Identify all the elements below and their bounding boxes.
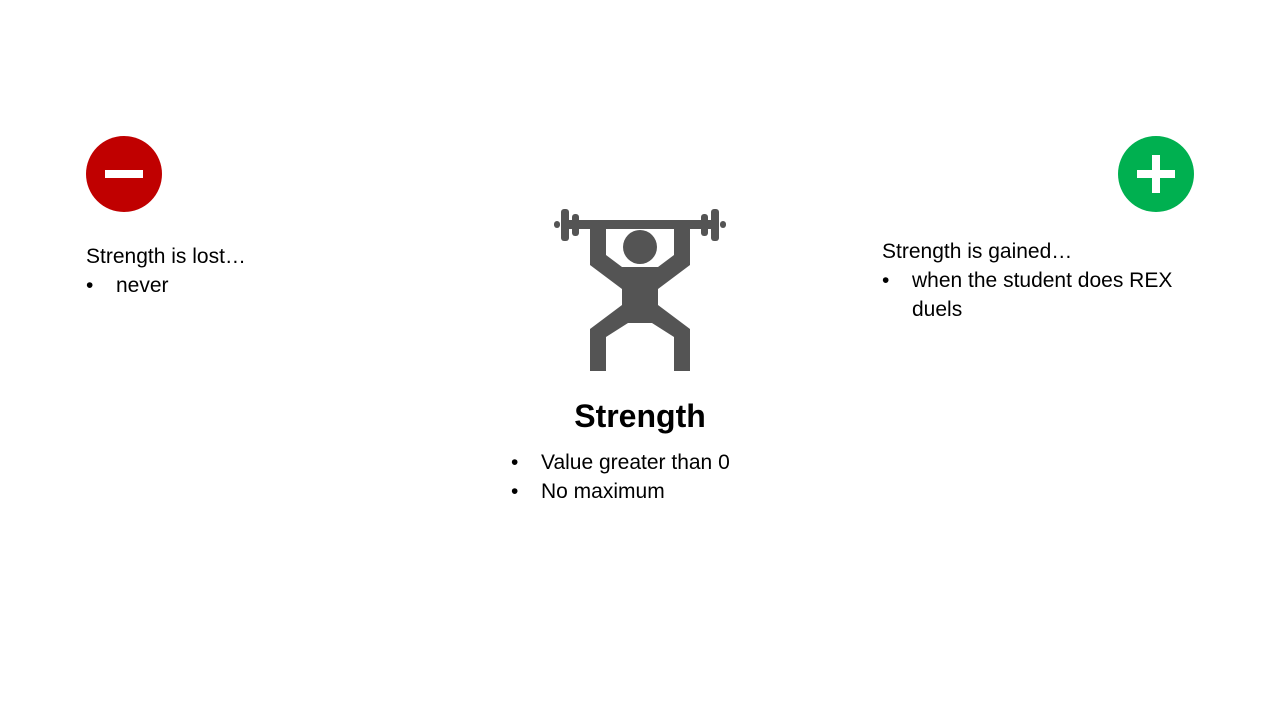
strength-lost-list: never xyxy=(86,271,386,300)
plus-circle-icon xyxy=(1118,136,1194,212)
strength-gained-section: Strength is gained… when the student doe… xyxy=(882,237,1202,324)
stat-details-list: Value greater than 0 No maximum xyxy=(511,448,730,506)
strength-gained-list: when the student does REX duels xyxy=(882,266,1202,324)
weightlifter-icon xyxy=(552,205,728,371)
strength-lost-section: Strength is lost… never xyxy=(86,242,386,300)
stat-title: Strength xyxy=(574,398,706,434)
strength-lost-heading: Strength is lost… xyxy=(86,245,246,268)
minus-circle-icon xyxy=(86,136,162,212)
list-item: when the student does REX duels xyxy=(882,266,1202,324)
list-item: never xyxy=(86,271,386,300)
list-item: Value greater than 0 xyxy=(511,448,730,477)
list-item: No maximum xyxy=(511,477,730,506)
strength-gained-heading: Strength is gained… xyxy=(882,240,1073,263)
